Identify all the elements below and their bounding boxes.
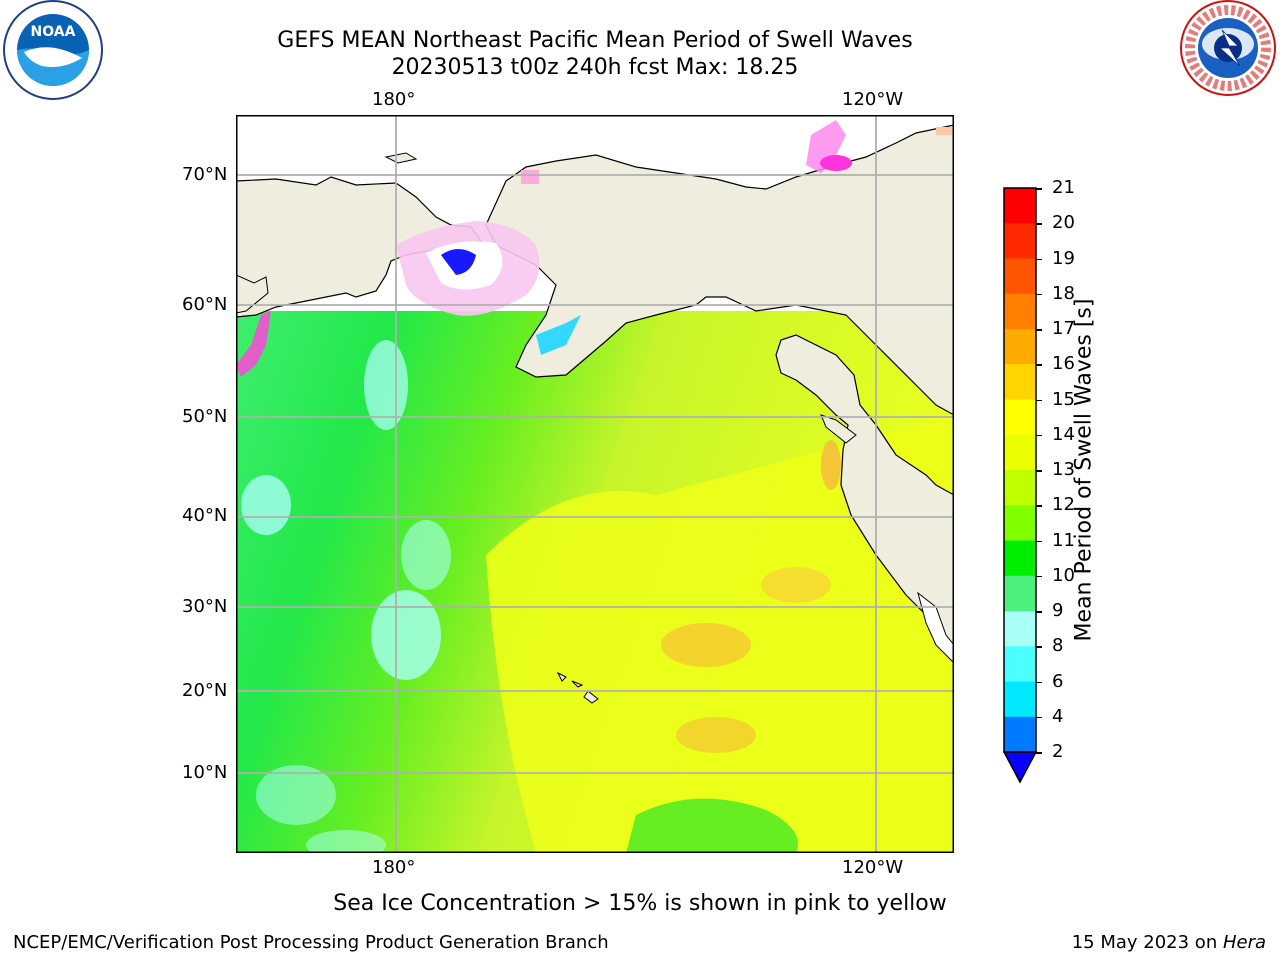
colorbar-tick-mark — [1036, 681, 1042, 683]
machine-name: Hera — [1222, 932, 1266, 953]
colorbar-tick-mark — [1036, 470, 1042, 472]
lat-label-60n: 60°N — [182, 294, 228, 315]
colorbar-tick-mark — [1036, 223, 1042, 225]
colorbar-tick-label: 8 — [1052, 635, 1064, 657]
colorbar-tick-label: 10 — [1052, 564, 1075, 586]
colorbar-swatch — [1004, 399, 1036, 436]
colorbar-tick-label: 13 — [1052, 459, 1075, 480]
colorbar-swatch — [1004, 470, 1036, 506]
colorbar-swatch — [1004, 716, 1036, 753]
colorbar-tick-mark — [1036, 540, 1042, 542]
colorbar-swatch — [1004, 540, 1036, 577]
map-panel — [235, 115, 955, 860]
colorbar-swatch — [1004, 611, 1036, 647]
colorbar-tick-label: 4 — [1052, 705, 1064, 727]
date-text: 15 May 2023 on Hera — [1072, 932, 1266, 953]
colorbar-swatch — [1004, 223, 1036, 259]
colorbar-swatch — [1004, 646, 1036, 682]
colorbar-tick-label: 16 — [1052, 353, 1075, 375]
colorbar-swatch — [1004, 505, 1036, 541]
lat-label-30n: 30°N — [182, 596, 228, 617]
colorbar — [996, 184, 1044, 788]
colorbar-tick-label: 20 — [1052, 212, 1075, 234]
colorbar-tick-label: 14 — [1052, 423, 1075, 445]
lat-label-50n: 50°N — [182, 406, 228, 427]
colorbar-label: Mean Period of Swell Waves [s] — [1071, 298, 1097, 642]
lat-label-40n: 40°N — [182, 505, 228, 526]
sea-ice-note-text: Sea Ice Concentration > 15% is shown in … — [333, 891, 947, 916]
date-prefix: 15 May 2023 on — [1071, 932, 1223, 953]
lon-label-top-180: 180° — [372, 89, 416, 110]
colorbar-tick-mark — [1036, 293, 1042, 296]
colorbar-swatch — [1004, 188, 1036, 224]
lat-label-10n: 10°N — [182, 762, 228, 783]
colorbar-tick-mark — [1036, 752, 1042, 754]
colorbar-tick-mark — [1036, 505, 1042, 507]
colorbar-tick-label: 11 — [1052, 529, 1075, 551]
colorbar-tick-mark — [1036, 434, 1042, 437]
credit-text: NCEP/EMC/Verification Post Processing Pr… — [13, 932, 609, 953]
map-subtitle: 20230513 t00z 240h fcst Max: 18.25 — [391, 55, 799, 80]
colorbar-tick-label: 9 — [1052, 600, 1064, 621]
colorbar-tick-mark — [1036, 716, 1042, 719]
nws-logo-icon — [1178, 0, 1278, 100]
lat-label-70n: 70°N — [182, 164, 228, 185]
colorbar-swatch — [1004, 329, 1036, 365]
colorbar-tick-label: 17 — [1052, 318, 1075, 339]
colorbar-tick-label: 21 — [1052, 177, 1075, 198]
colorbar-swatch — [1004, 364, 1036, 400]
colorbar-tick-label: 12 — [1052, 494, 1075, 516]
colorbar-tick-mark — [1036, 329, 1042, 331]
colorbar-tick-mark — [1036, 258, 1042, 260]
colorbar-tick-label: 18 — [1052, 282, 1075, 304]
colorbar-tick-mark — [1036, 575, 1042, 578]
lon-label-bottom-120w: 120°W — [842, 857, 904, 878]
svg-text:NOAA: NOAA — [31, 24, 76, 40]
colorbar-swatch — [1004, 293, 1036, 330]
colorbar-swatch — [1004, 434, 1036, 471]
colorbar-tick-label: 2 — [1052, 741, 1064, 762]
colorbar-tick-label: 6 — [1052, 670, 1064, 692]
swell-period-map — [235, 115, 955, 860]
colorbar-swatch — [1004, 681, 1036, 718]
colorbar-swatches — [1002, 187, 1038, 784]
colorbar-tick-mark — [1036, 646, 1042, 648]
lon-label-bottom-180: 180° — [372, 857, 416, 878]
colorbar-tick-mark — [1036, 611, 1042, 613]
lat-label-20n: 20°N — [182, 680, 228, 701]
map-title: GEFS MEAN Northeast Pacific Mean Period … — [277, 28, 913, 53]
lon-label-top-120w: 120°W — [842, 89, 904, 110]
colorbar-tick-mark — [1036, 399, 1042, 401]
noaa-logo-icon: NOAA — [2, 0, 104, 102]
colorbar-tick-mark — [1036, 364, 1042, 366]
colorbar-tick-label: 19 — [1052, 247, 1075, 269]
colorbar-swatch — [1004, 258, 1036, 295]
sea-ice-note: Sea Ice Concentration > 15% is shown in … — [0, 891, 1280, 916]
colorbar-under-triangle — [1002, 751, 1038, 784]
colorbar-swatch — [1004, 575, 1036, 612]
colorbar-tick-label: 15 — [1052, 388, 1075, 410]
colorbar-tick-mark — [1036, 188, 1042, 190]
